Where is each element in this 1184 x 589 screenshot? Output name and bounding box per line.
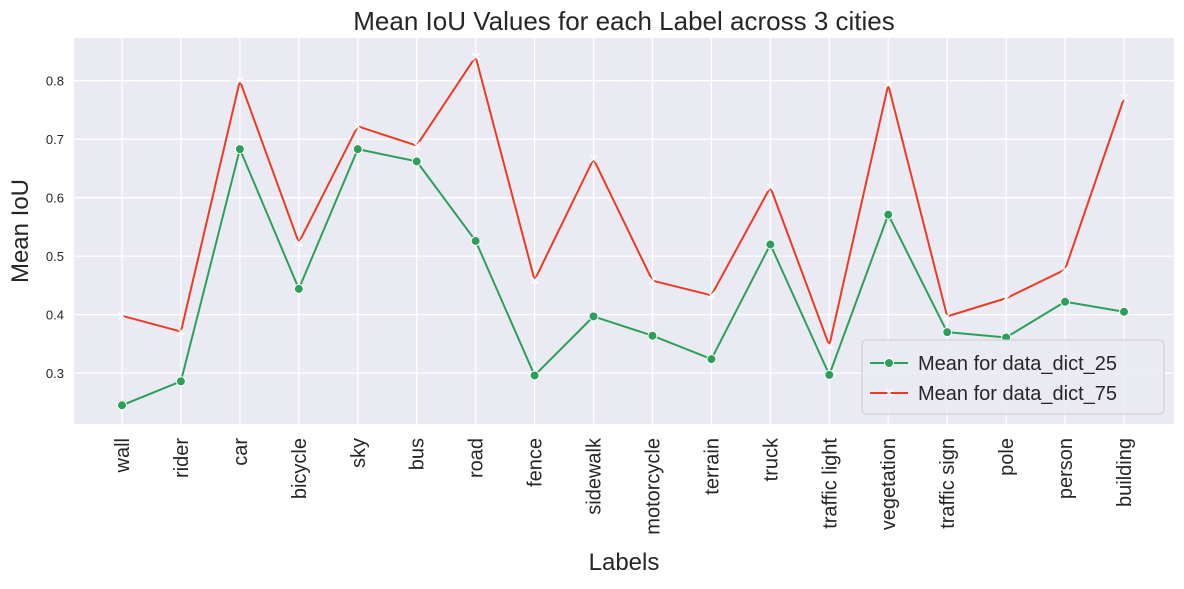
x-tick-label: traffic sign — [937, 438, 959, 529]
data-point — [235, 76, 244, 85]
data-point — [588, 311, 599, 322]
x-tick-label: vegetation — [878, 438, 900, 530]
data-point — [707, 291, 716, 300]
data-point — [1061, 265, 1070, 274]
legend-label: Mean for data_dict_25 — [918, 353, 1117, 375]
data-point — [825, 341, 834, 350]
x-tick-label: terrain — [701, 438, 723, 495]
data-point — [1119, 306, 1129, 317]
data-point — [471, 52, 480, 61]
x-tick-label: fence — [525, 438, 547, 487]
x-tick-label: wall — [112, 438, 134, 473]
y-tick-label: 0.3 — [46, 366, 64, 381]
y-tick-label: 0.6 — [46, 191, 64, 206]
legend-entry: Mean for data_dict_75 — [870, 383, 1117, 405]
x-tick-label: truck — [760, 437, 782, 481]
data-point — [883, 209, 894, 220]
data-point — [589, 155, 598, 164]
data-point — [470, 235, 481, 246]
data-point — [706, 354, 717, 365]
data-point — [175, 376, 186, 387]
data-point — [352, 144, 363, 155]
x-tick-label: building — [1114, 438, 1136, 507]
x-tick-label: sky — [348, 438, 370, 468]
legend-box — [861, 339, 1165, 415]
data-point — [529, 370, 540, 381]
x-tick-label: pole — [996, 438, 1018, 476]
y-tick-label: 0.4 — [46, 308, 64, 323]
legend-marker — [885, 389, 893, 397]
x-tick-label: motorcycle — [642, 438, 664, 535]
x-tick-labels: wall rider car bicycle sky bus road fence sidewa… — [112, 437, 1136, 535]
data-point — [765, 239, 776, 250]
data-point — [530, 276, 539, 285]
x-tick-label: person — [1055, 438, 1077, 499]
data-point — [118, 311, 126, 320]
legend: Mean for data_dict_25 Mean for data_dict_… — [861, 339, 1165, 415]
data-point — [353, 122, 362, 131]
data-point — [943, 312, 952, 321]
data-point — [648, 276, 657, 285]
x-tick-label: sidewalk — [584, 437, 606, 515]
data-point — [824, 369, 835, 380]
data-point — [117, 400, 127, 411]
data-point — [1060, 296, 1071, 307]
series-line — [121, 148, 1125, 407]
y-axis-label: Mean IoU — [7, 179, 34, 283]
x-tick-label: road — [466, 438, 488, 478]
x-tick-label: car — [230, 438, 252, 466]
data-point — [647, 330, 658, 341]
data-point — [1120, 94, 1128, 103]
x-tick-label: traffic light — [819, 438, 841, 529]
data-point — [884, 80, 893, 89]
data-point — [411, 156, 422, 167]
data-point — [294, 238, 303, 247]
data-point — [293, 283, 304, 294]
x-tick-label: rider — [171, 438, 193, 478]
series-group — [118, 52, 1128, 350]
data-point — [234, 144, 245, 155]
y-tick-label: 0.8 — [46, 74, 64, 89]
data-point — [766, 183, 775, 192]
data-point — [942, 327, 953, 338]
x-axis-label: Labels — [589, 549, 660, 576]
x-tick-label: bus — [407, 438, 429, 470]
data-point — [412, 141, 421, 150]
chart-title: Mean IoU Values for each Label across 3 … — [353, 6, 894, 36]
legend-label: Mean for data_dict_75 — [918, 383, 1117, 405]
x-tick-label: bicycle — [289, 438, 311, 499]
y-tick-label: 0.7 — [46, 132, 64, 147]
legend-entry: Mean for data_dict_25 — [870, 353, 1117, 375]
series-line — [121, 55, 1125, 347]
data-point — [176, 327, 185, 336]
legend-marker — [884, 358, 894, 368]
y-tick-labels: 0.3 0.4 0.5 0.6 0.7 0.8 — [46, 74, 64, 381]
y-tick-label: 0.5 — [46, 249, 64, 264]
data-point — [1002, 294, 1011, 303]
